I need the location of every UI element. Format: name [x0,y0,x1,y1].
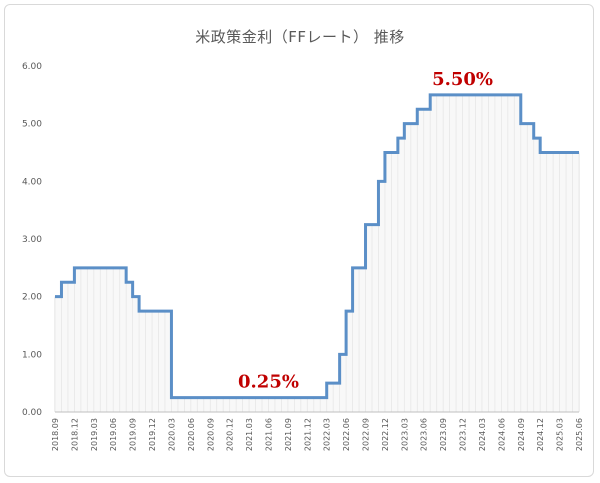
x-tick-label: 2019.03 [90,418,99,451]
x-axis: 2018.09 2018.12 2019.03 2019.06 2019.09 2019.… [51,418,584,451]
x-tick-label: 2020.12 [226,418,235,451]
y-tick-label: 6.00 [22,62,42,72]
x-tick-label: 2022.12 [381,418,390,451]
x-tick-label: 2019.09 [129,418,138,451]
peak-rate-label: 5.50% [432,69,493,90]
x-tick-label: 2022.03 [323,418,332,451]
x-tick-label: 2023.12 [459,418,468,451]
x-tick-label: 2021.09 [284,418,293,451]
x-tick-label: 2018.09 [51,418,60,451]
x-tick-label: 2019.06 [109,418,118,451]
low-rate-label: 0.25% [238,372,299,393]
x-tick-label: 2018.12 [70,418,79,451]
x-tick-label: 2021.06 [264,418,273,451]
rate-step-line [55,93,579,400]
x-tick-label: 2020.09 [206,418,215,451]
x-tick-label: 2022.09 [362,418,371,451]
chart-title: 米政策金利（FFレート） 推移 [195,28,405,46]
x-tick-label: 2021.12 [303,418,312,451]
x-tick-label: 2019.12 [148,418,157,451]
y-tick-label: 5.00 [22,120,42,130]
y-axis: 0.00 1.00 2.00 3.00 4.00 5.00 6.00 [22,62,579,418]
x-tick-label: 2020.06 [187,418,196,451]
x-tick-label: 2023.09 [439,418,448,451]
series-layer [55,93,579,400]
x-tick-label: 2024.03 [478,418,487,451]
y-tick-label: 1.00 [22,350,42,360]
area-fill-shape [55,94,579,412]
x-tick-label: 2023.03 [400,418,409,451]
x-tick-label: 2023.06 [420,418,429,451]
x-tick-label: 2021.03 [245,418,254,451]
x-tick-label: 2020.03 [167,418,176,451]
annotations: 5.50% 0.25% [238,69,493,393]
y-tick-label: 2.00 [22,293,42,303]
x-tick-label: 2022.06 [342,418,351,451]
area-fill [55,94,579,412]
x-tick-label: 2025.03 [556,418,565,451]
y-tick-label: 4.00 [22,177,42,187]
x-tick-label: 2024.09 [517,418,526,451]
y-tick-label: 3.00 [22,235,42,245]
x-tick-label: 2025.06 [575,418,584,451]
x-tick-label: 2024.12 [536,418,545,451]
x-tick-label: 2024.06 [497,418,506,451]
y-tick-label: 0.00 [22,408,42,418]
